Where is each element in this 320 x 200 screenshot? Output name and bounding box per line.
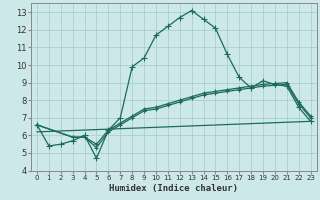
X-axis label: Humidex (Indice chaleur): Humidex (Indice chaleur)	[109, 184, 238, 193]
